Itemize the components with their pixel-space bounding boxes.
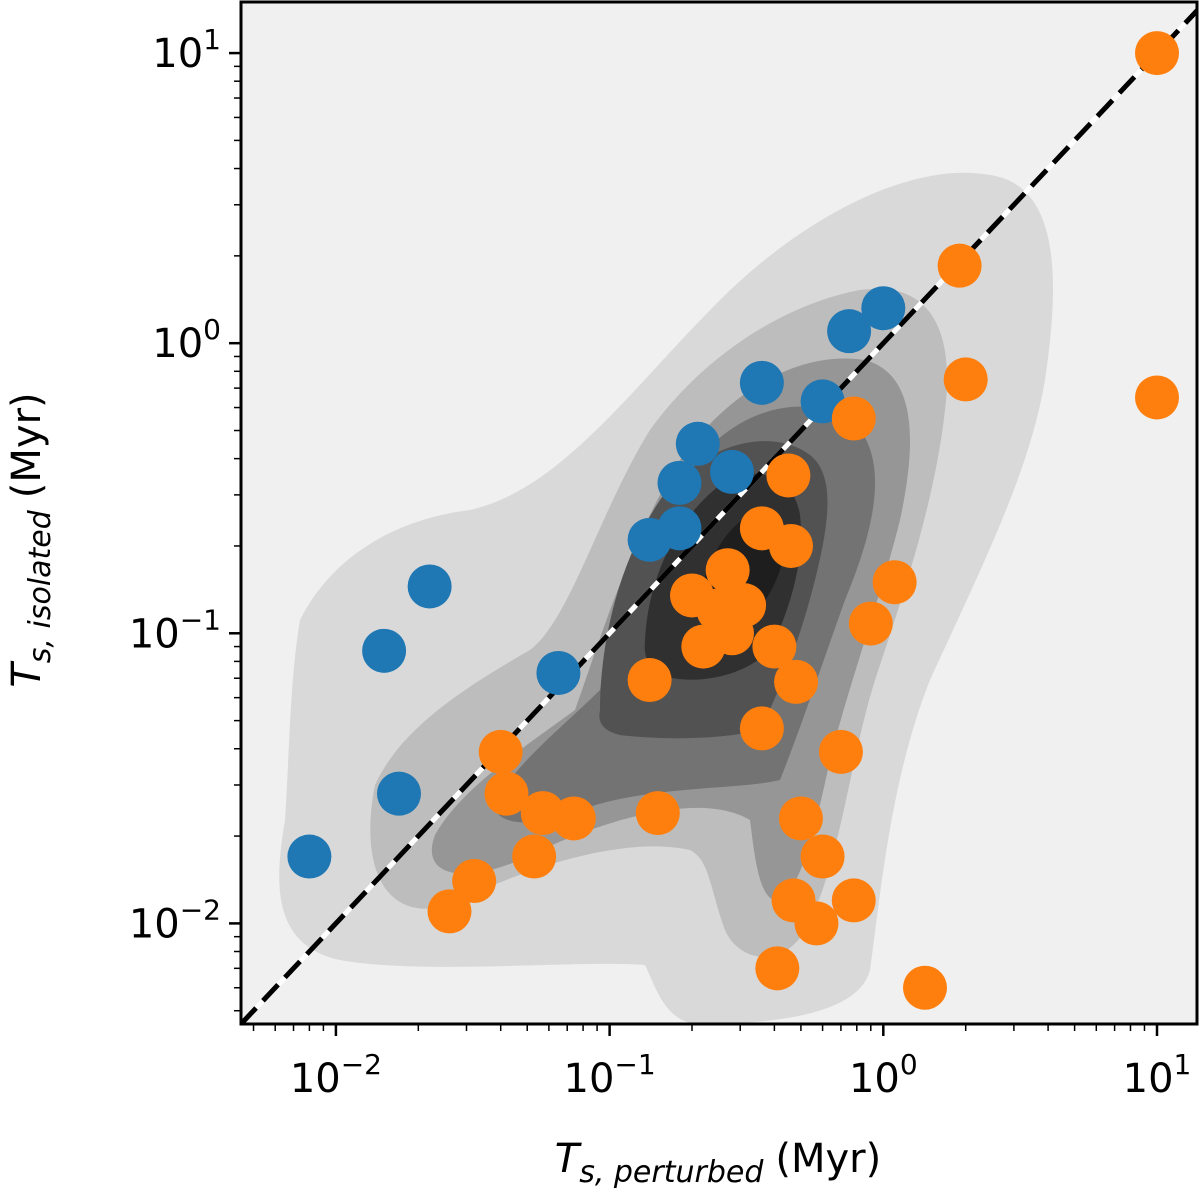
y-axis-label-symbol: T [4,660,50,688]
blue-point-11 [739,360,784,405]
orange-point-20 [766,453,811,498]
orange-point-7 [551,796,596,841]
x-tick-exponent: 0 [900,1048,918,1081]
orange-point-2 [452,859,497,904]
x-tick-exponent: −2 [341,1048,382,1081]
x-tick-label: 10−2 [290,1048,382,1102]
y-minor-ticks [234,65,241,1012]
orange-point-5 [512,834,557,879]
blue-point-3 [376,771,421,816]
orange-point-15 [722,583,767,628]
x-tick-exponent: 1 [1174,1048,1192,1081]
axes-frame [239,0,1199,1026]
orange-point-23 [774,659,819,704]
orange-point-8 [627,658,672,703]
x-minor-ticks [252,1024,1146,1031]
orange-point-30 [848,601,893,646]
y-tick-exponent: 1 [203,23,221,56]
y-tick-base: 10 [129,611,180,657]
orange-point-3 [478,729,523,774]
y-tick-base: 10 [152,321,203,367]
orange-point-24 [778,796,823,841]
x-axis-label-symbol: T [555,1136,583,1182]
y-tick-label: 10−2 [129,893,221,947]
orange-point-25 [794,901,839,946]
y-tick-exponent: −1 [180,603,221,636]
x-axis-label-subscript: s, perturbed [579,1155,764,1190]
x-tick-base: 10 [849,1056,900,1102]
scatter-points [287,31,1180,1010]
orange-point-18 [752,624,797,669]
blue-point-5 [536,650,581,695]
orange-point-1 [427,889,472,934]
orange-point-4 [484,771,529,816]
orange-point-32 [902,965,947,1010]
x-axis-label: Ts, perturbed (Myr) [555,1136,881,1190]
orange-point-9 [635,791,680,836]
orange-point-35 [1135,31,1180,76]
y-tick-base: 10 [152,31,203,77]
x-tick-label: 101 [1123,1048,1192,1102]
blue-point-1 [287,834,332,879]
orange-point-29 [831,878,876,923]
reference-line-dashed [241,7,1197,1024]
x-axis-label-unit: (Myr) [775,1136,881,1182]
blue-point-7 [657,506,702,551]
y-tick-exponent: −2 [180,893,221,926]
orange-point-34 [943,357,988,402]
blue-point-13 [827,309,872,354]
y-axis-label-unit: (Myr) [4,392,50,498]
x-tick-base: 10 [1123,1056,1174,1102]
orange-point-36 [1135,375,1180,420]
x-tick-base: 10 [564,1056,615,1102]
orange-point-13 [705,548,750,593]
orange-point-33 [937,243,982,288]
orange-point-19 [755,946,800,991]
orange-point-26 [800,834,845,879]
blue-point-4 [407,564,452,609]
orange-point-21 [769,523,814,568]
identity-reference-line [241,7,1197,1024]
y-tick-label: 100 [152,313,221,367]
y-axis-label: Ts, isolated (Myr) [4,392,58,687]
y-axis-label-subscript: s, isolated [23,509,58,663]
y-tick-label: 101 [152,23,221,77]
blue-point-2 [362,628,407,673]
blue-point-10 [709,449,754,494]
y-tick-base: 10 [129,901,180,947]
blue-point-14 [861,286,906,331]
blue-point-9 [675,421,720,466]
orange-point-27 [818,729,863,774]
x-tick-base: 10 [290,1056,341,1102]
orange-point-17 [739,706,784,751]
x-tick-exponent: −1 [614,1048,655,1081]
x-tick-label: 100 [849,1048,918,1102]
y-tick-label: 10−1 [129,603,221,657]
orange-point-31 [872,560,917,605]
x-axis-ticks: 10−2 10−1 100 101 [290,1024,1192,1102]
blue-point-8 [657,460,702,505]
orange-point-28 [831,396,876,441]
y-tick-exponent: 0 [203,313,221,346]
x-tick-label: 10−1 [564,1048,656,1102]
